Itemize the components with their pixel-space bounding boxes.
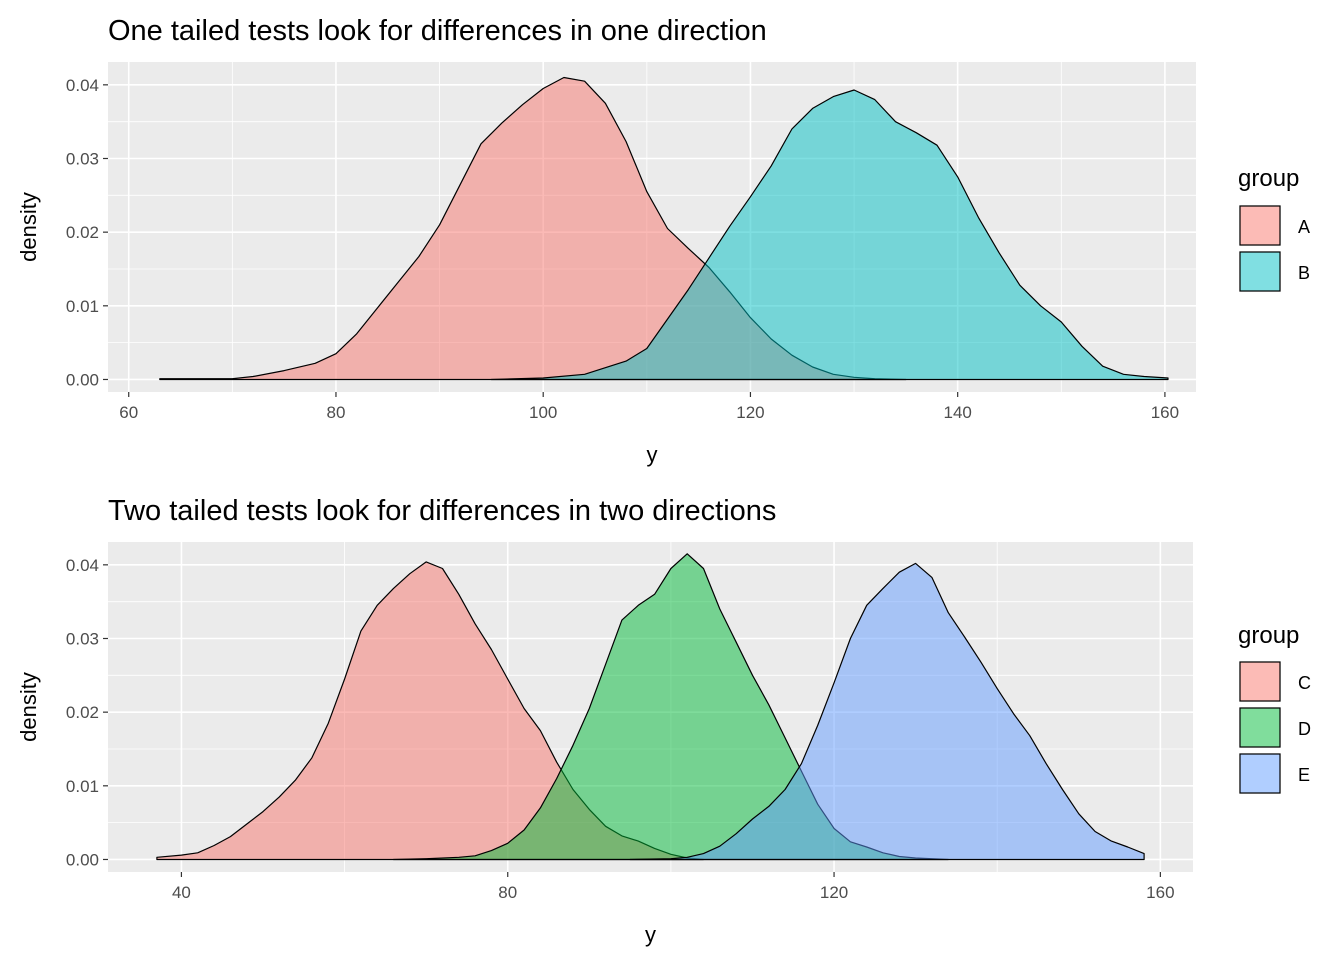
x-tick-label: 80: [498, 883, 517, 902]
y-tick-label: 0.03: [66, 629, 99, 648]
legend-label-E: E: [1298, 765, 1310, 785]
legend-key-D: [1239, 707, 1281, 748]
chart-title: One tailed tests look for differences in…: [108, 15, 767, 47]
legend-title: group: [1238, 165, 1299, 192]
legend-key-E: [1239, 753, 1281, 794]
legend-title: group: [1238, 622, 1299, 649]
y-axis-label: density: [16, 672, 41, 742]
legend-label-C: C: [1298, 673, 1311, 693]
y-tick-label: 0.02: [66, 223, 99, 242]
legend-label-B: B: [1298, 263, 1310, 283]
x-tick-label: 140: [943, 403, 971, 422]
y-tick-label: 0.01: [66, 777, 99, 796]
legend-label-A: A: [1298, 217, 1310, 237]
y-tick-label: 0.00: [66, 370, 99, 389]
chart-title: Two tailed tests look for differences in…: [108, 495, 776, 527]
legend-label-D: D: [1298, 719, 1311, 739]
x-tick-label: 120: [820, 883, 848, 902]
x-tick-label: 80: [327, 403, 346, 422]
legend-key-A: [1239, 205, 1281, 246]
y-tick-label: 0.04: [66, 556, 99, 575]
panel-two-tailed: 40 80 120 160 0.00 0.01 0.02 0.03 0.04 Two tailed…: [16, 495, 1311, 947]
legend-key-B: [1239, 251, 1281, 292]
x-tick-label: 100: [529, 403, 557, 422]
x-axis-label: y: [647, 442, 658, 467]
x-tick-label: 40: [172, 883, 191, 902]
legend: group C D E: [1238, 622, 1311, 794]
y-tick-label: 0.03: [66, 149, 99, 168]
x-tick-label: 60: [119, 403, 138, 422]
y-tick-label: 0.04: [66, 76, 99, 95]
legend-key-C: [1239, 661, 1281, 702]
x-tick-label: 160: [1151, 403, 1179, 422]
y-tick-label: 0.00: [66, 850, 99, 869]
density-area-B: [490, 89, 1169, 381]
y-tick-label: 0.02: [66, 703, 99, 722]
legend: group A B: [1238, 165, 1310, 292]
y-tick-label: 0.01: [66, 297, 99, 316]
x-tick-label: 120: [736, 403, 764, 422]
x-axis-label: y: [645, 922, 656, 947]
density-area-E: [629, 562, 1145, 861]
x-tick-label: 160: [1146, 883, 1174, 902]
y-axis-label: density: [16, 192, 41, 262]
panel-one-tailed: 60 80 100 120 140 160 0.00 0.01 0.02 0.03 0.04 One …: [16, 15, 1310, 467]
